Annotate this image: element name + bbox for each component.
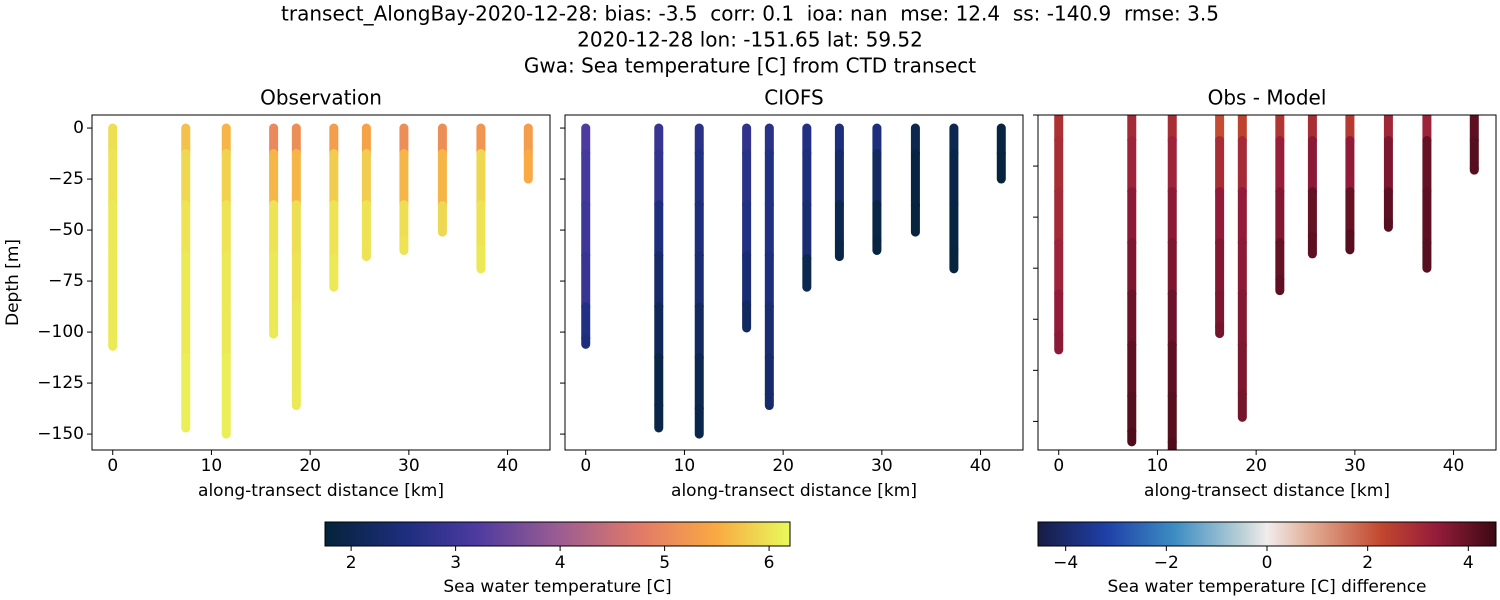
- colorbar-label: Sea water temperature [C]: [443, 577, 671, 597]
- axes-frame: [91, 114, 551, 451]
- y-tick-label: −25: [48, 169, 84, 189]
- y-tick-label: 0: [73, 118, 84, 138]
- colorbar: [1037, 521, 1497, 547]
- colorbar-tick-label: −2: [1154, 553, 1179, 573]
- y-tick-label: −75: [48, 271, 84, 291]
- colorbar-label: Sea water temperature [C] difference: [1107, 577, 1426, 597]
- colorbar-tick-label: 0: [1262, 553, 1273, 573]
- x-tick-label: 30: [398, 456, 420, 476]
- colorbar: [324, 521, 791, 547]
- colorbar-tick-label: 4: [555, 553, 566, 573]
- y-tick-label: −125: [37, 373, 84, 393]
- y-tick-label: −50: [48, 220, 84, 240]
- x-tick-label: 10: [674, 456, 696, 476]
- colorbar-tick-label: −4: [1053, 553, 1078, 573]
- colorbar-tick-label: 5: [659, 553, 670, 573]
- x-tick-label: 20: [772, 456, 794, 476]
- x-tick-label: 0: [580, 456, 591, 476]
- x-tick-label: 10: [201, 456, 223, 476]
- y-tick-label: −150: [37, 424, 84, 444]
- plot-area: [581, 123, 1006, 439]
- title-line: transect_AlongBay-2020-12-28: bias: -3.5…: [281, 2, 1219, 26]
- x-tick-label: 30: [871, 456, 893, 476]
- title-line: Gwa: Sea temperature [C] from CTD transe…: [524, 54, 976, 78]
- title-line: 2020-12-28 lon: -151.65 lat: 59.52: [577, 28, 923, 52]
- plot-area: [108, 123, 533, 439]
- axes-frame: [1037, 114, 1497, 451]
- x-tick-label: 0: [107, 456, 118, 476]
- panel-title: CIOFS: [764, 86, 823, 110]
- x-axis-label: along-transect distance [km]: [671, 481, 917, 501]
- x-axis-label: along-transect distance [km]: [198, 481, 444, 501]
- colorbar-tick-label: 6: [764, 553, 775, 573]
- x-tick-label: 0: [1053, 456, 1064, 476]
- x-tick-label: 40: [1443, 456, 1465, 476]
- panel-title: Obs - Model: [1208, 86, 1327, 110]
- y-tick-label: −100: [37, 322, 84, 342]
- y-axis-label: Depth [m]: [3, 239, 23, 326]
- x-axis-label: along-transect distance [km]: [1144, 481, 1390, 501]
- colorbar-tick-label: 2: [346, 553, 357, 573]
- x-tick-label: 40: [970, 456, 992, 476]
- x-tick-label: 30: [1344, 456, 1366, 476]
- plot-area: [1054, 115, 1479, 450]
- colorbar-tick-label: 2: [1362, 553, 1373, 573]
- x-tick-label: 40: [497, 456, 519, 476]
- panel-title: Observation: [260, 86, 382, 110]
- x-tick-label: 20: [1245, 456, 1267, 476]
- colorbar-tick-label: 3: [450, 553, 461, 573]
- axes-frame: [564, 114, 1024, 451]
- colorbar-tick-label: 4: [1463, 553, 1474, 573]
- x-tick-label: 20: [299, 456, 321, 476]
- x-tick-label: 10: [1147, 456, 1169, 476]
